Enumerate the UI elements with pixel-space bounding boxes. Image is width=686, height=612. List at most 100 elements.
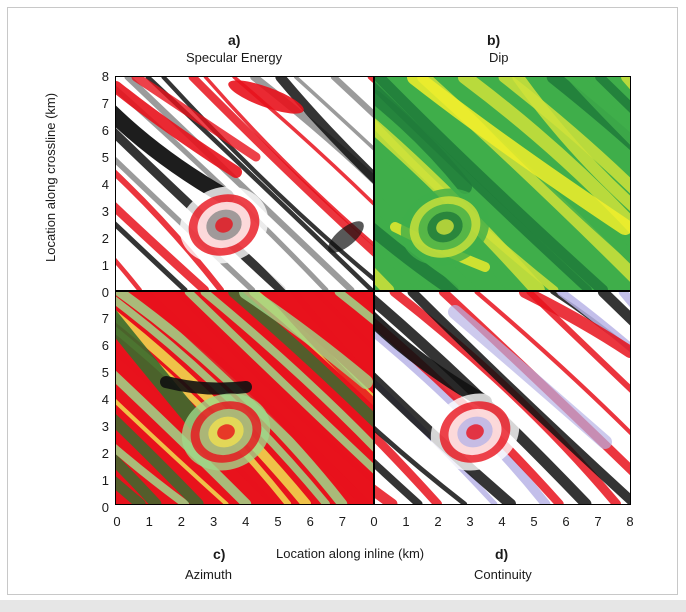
azimuth-band <box>116 398 229 504</box>
azimuth-band <box>116 370 252 504</box>
specular-band <box>116 118 293 290</box>
continuity-band <box>407 292 630 504</box>
x-tick-label: 2 <box>434 514 442 529</box>
x-tick-label: 1 <box>402 514 410 529</box>
azimuth-band <box>116 414 204 504</box>
y-tick-label: 8 <box>101 69 109 84</box>
continuity-lavender-band <box>448 305 612 449</box>
continuity-band <box>495 292 630 424</box>
x-tick-label: 3 <box>466 514 474 529</box>
azimuth-dark-green-band <box>116 310 205 431</box>
continuity-band <box>375 425 468 504</box>
y-tick-label: 6 <box>101 123 109 138</box>
continuity-band <box>526 292 630 393</box>
y-tick-label: 0 <box>101 500 109 515</box>
specular-red-patch <box>228 80 304 114</box>
x-tick-label: 8 <box>626 514 634 529</box>
y-tick-label: 5 <box>101 365 109 380</box>
x-tick-label: 6 <box>562 514 570 529</box>
x-tick-label: 7 <box>594 514 602 529</box>
y-tick-label: 6 <box>101 338 109 353</box>
azimuth-band <box>334 292 373 325</box>
specular-band <box>116 169 225 290</box>
panel-a-title: Specular Energy <box>186 50 283 65</box>
panel-a-letter: a) <box>228 32 241 48</box>
x-tick-label: 4 <box>242 514 250 529</box>
continuity-band <box>474 292 630 436</box>
azimuth-band <box>138 292 371 504</box>
specular-band <box>116 156 256 290</box>
continuity-band <box>375 458 423 504</box>
specular-red-horizon <box>116 81 242 178</box>
dip-band <box>375 77 608 290</box>
y-tick-label: 2 <box>101 231 109 246</box>
panel-c-title: Azimuth <box>185 567 232 582</box>
azimuth-band <box>200 292 373 452</box>
dip-band <box>595 77 630 113</box>
continuity-band <box>556 292 630 353</box>
x-tick-label: 4 <box>498 514 506 529</box>
azimuth-band <box>228 292 373 428</box>
specular-band <box>116 202 210 290</box>
specular-band <box>293 77 373 151</box>
y-tick-label: 1 <box>101 473 109 488</box>
panel-c-letter: c) <box>213 546 226 562</box>
dip-band <box>375 240 427 290</box>
specular-band <box>116 242 168 290</box>
x-tick-label: 6 <box>306 514 314 529</box>
dip-band <box>546 77 630 150</box>
continuity-band <box>375 372 516 504</box>
y-tick-label: 0 <box>101 285 109 300</box>
dip-ring <box>436 219 454 235</box>
y-tick-label: 3 <box>101 204 109 219</box>
y-tick-label: 2 <box>101 446 109 461</box>
dip-band <box>375 119 559 290</box>
azimuth-band <box>184 292 373 474</box>
azimuth-band <box>313 292 373 351</box>
dip-yellow-ridge <box>407 77 630 235</box>
panel-d-title: Continuity <box>474 567 532 582</box>
azimuth-panel <box>116 292 373 504</box>
dip-band <box>375 139 518 290</box>
x-tick-label: 3 <box>209 514 218 529</box>
dip-band <box>457 77 630 234</box>
y-tick-label: 7 <box>101 311 109 326</box>
y-tick-label: 7 <box>101 96 109 111</box>
specular-energy-panel <box>116 77 373 290</box>
x-tick-label: 5 <box>274 514 282 529</box>
panel-b-title: Dip <box>489 50 509 65</box>
continuity-ring <box>466 424 484 440</box>
continuity-band <box>375 327 551 504</box>
x-tick-label: 5 <box>530 514 538 529</box>
specular-band <box>188 77 373 257</box>
azimuth-band <box>116 454 162 504</box>
specular-red-horizon <box>131 77 261 162</box>
x-tick-label: 2 <box>177 514 185 529</box>
azimuth-band <box>290 292 373 386</box>
dip-panel <box>375 77 630 290</box>
azimuth-band <box>175 292 373 484</box>
specular-band <box>330 77 373 118</box>
continuity-band <box>597 292 630 326</box>
azimuth-band <box>116 444 190 504</box>
y-tick-label: 1 <box>101 258 109 273</box>
y-axis-label: Location along crossline (km) <box>43 92 58 262</box>
x-tick-label: 7 <box>338 514 346 529</box>
horizontal-divider <box>115 290 631 292</box>
specular-ring <box>215 217 233 233</box>
bottom-bar <box>0 600 686 612</box>
specular-dark-horizon <box>116 105 234 205</box>
dip-band <box>375 191 476 290</box>
continuity-band <box>375 431 442 504</box>
specular-band <box>116 128 286 290</box>
continuity-red-horizon <box>519 292 630 358</box>
y-tick-label: 3 <box>101 419 109 434</box>
dip-dark-band <box>375 90 472 194</box>
y-tick-label: 5 <box>101 150 109 165</box>
specular-dark-patch <box>328 221 364 253</box>
x-tick-label: 0 <box>370 514 378 529</box>
y-tick-label: 4 <box>101 177 109 192</box>
panel-d-letter: d) <box>495 546 509 562</box>
panel-b-letter: b) <box>487 32 501 48</box>
x-axis-label: Location along inline (km) <box>276 546 425 561</box>
